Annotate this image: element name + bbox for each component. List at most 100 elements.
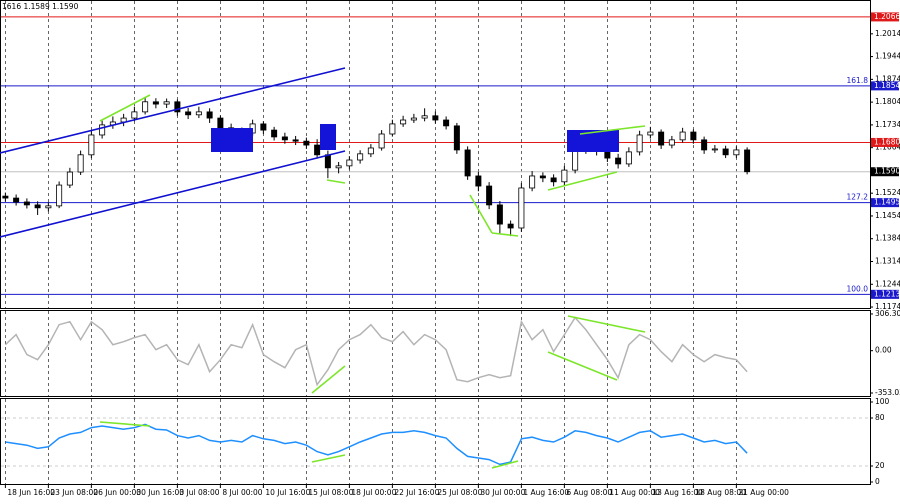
divergence-line <box>469 194 493 234</box>
candle-body <box>66 171 73 186</box>
x-tick-label: 15 Jul 08:00 <box>308 488 353 497</box>
x-tick-label: 10 Jul 16:00 <box>265 488 310 497</box>
candle-body <box>453 125 460 151</box>
y-tick-label: 80 <box>875 413 885 422</box>
candle-body <box>711 148 718 151</box>
candle-body <box>56 184 63 207</box>
candle-body <box>346 159 353 167</box>
candle-body <box>174 101 181 113</box>
zone-box <box>320 124 336 150</box>
candle-body <box>195 111 202 116</box>
y-tick-label: 1.1524 <box>875 188 900 197</box>
x-tick-label: 18 Jul 00:00 <box>351 488 396 497</box>
candle-body <box>142 101 149 113</box>
level-label: 1.1590 <box>874 167 900 176</box>
candle-body <box>539 175 546 179</box>
level-label-box <box>871 167 899 177</box>
x-tick-label: 22 Jul 16:00 <box>394 488 439 497</box>
y-tick-label: 100 <box>875 397 890 406</box>
x-tick-label: 11 Aug 00:00 <box>609 488 660 497</box>
level-label-box <box>871 12 899 22</box>
candle-body <box>604 151 611 159</box>
candle-body <box>367 147 374 155</box>
x-tick-label: 3 Jul 08:00 <box>179 488 219 497</box>
candle-body <box>690 131 697 141</box>
level-label: 1.1213 <box>874 289 900 298</box>
candle-body <box>357 153 364 161</box>
candle-body <box>324 154 331 169</box>
candle-body <box>45 205 52 209</box>
candle-body <box>292 139 299 142</box>
divergence-line <box>491 232 519 237</box>
level-label-box <box>871 289 899 299</box>
x-tick-label: 8 Jul 00:00 <box>222 488 262 497</box>
y-tick-label: 0 <box>875 477 880 486</box>
candle-body <box>636 134 643 153</box>
candle-body <box>615 157 622 165</box>
candle-body <box>13 197 20 203</box>
rsi-panel-frame <box>0 398 871 485</box>
candle-body <box>260 123 267 131</box>
fib-label: 100.0 <box>847 284 869 293</box>
y-tick-label: 1.1734 <box>875 120 900 129</box>
candle-body <box>335 165 342 169</box>
candle-body <box>77 154 84 173</box>
indicator-line <box>4 316 748 387</box>
level-label-box <box>871 81 899 91</box>
candle-body <box>206 111 213 119</box>
main-panel-frame <box>0 0 871 309</box>
candle-body <box>443 119 450 127</box>
candle-body <box>496 204 503 225</box>
candle-body <box>389 123 396 135</box>
candle-body <box>421 115 428 119</box>
x-tick-label: 1 Aug 16:00 <box>523 488 569 497</box>
divergence-line <box>547 351 618 381</box>
divergence-line <box>326 179 346 184</box>
cci-panel-frame <box>0 310 871 397</box>
candle-body <box>507 223 514 229</box>
header-prices: 1616 1.1589 1.1590 <box>2 2 79 11</box>
candle-body <box>281 136 288 141</box>
divergence-line <box>491 460 519 469</box>
channel-upper <box>0 67 346 154</box>
y-tick-label: 1.1384 <box>875 234 900 243</box>
candle-body <box>464 149 471 177</box>
x-tick-label: 6 Aug 08:00 <box>566 488 612 497</box>
candle-body <box>701 139 708 151</box>
candle-body <box>271 129 278 138</box>
y-tick-label: 20 <box>875 461 885 470</box>
x-tick-label: 18 Jun 16:00 <box>7 488 55 497</box>
candle-body <box>314 144 321 156</box>
candle-body <box>23 201 30 206</box>
y-tick-label: 1.1664 <box>875 143 900 152</box>
candle-body <box>185 111 192 116</box>
candle-body <box>733 149 740 156</box>
candle-body <box>378 133 385 149</box>
candle-body <box>34 204 41 209</box>
candle-body <box>131 111 138 119</box>
candle-body <box>303 140 310 146</box>
x-tick-label: 26 Jun 00:00 <box>93 488 141 497</box>
candle-body <box>486 185 493 206</box>
candle-body <box>572 149 579 171</box>
candle-body <box>400 119 407 125</box>
x-tick-label: 30 Jul 00:00 <box>480 488 525 497</box>
y-tick-label: 1.1874 <box>875 74 900 83</box>
candle-body <box>2 195 9 199</box>
level-label-box <box>871 137 899 147</box>
x-tick-label: 23 Jun 08:00 <box>50 488 98 497</box>
candle-body <box>647 131 654 136</box>
divergence-line <box>311 454 346 463</box>
channel-lower <box>0 150 346 238</box>
divergence-line <box>579 125 646 135</box>
candle-body <box>744 149 751 173</box>
fib-label: 161.8 <box>847 76 869 85</box>
divergence-line <box>99 421 151 427</box>
annotations <box>0 67 646 469</box>
y-tick-label: 1.1944 <box>875 52 900 61</box>
fib-label: 127.2 <box>847 193 869 202</box>
y-tick-label: 0.00 <box>875 346 892 355</box>
level-label: 1.1854 <box>874 81 900 90</box>
